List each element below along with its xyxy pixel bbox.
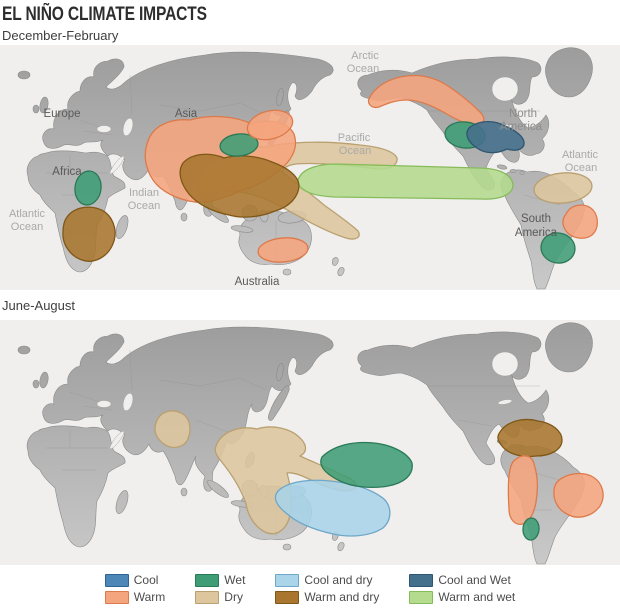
label-atlantic-east-2: Ocean bbox=[565, 162, 597, 174]
region-equatorial-pacific-warm-wet bbox=[296, 163, 514, 200]
period-label-jja: June-August bbox=[2, 298, 75, 313]
legend-label-cool-wet: Cool and Wet bbox=[438, 573, 511, 587]
period-band: June-August bbox=[0, 290, 620, 320]
legend-item-cool: Cool bbox=[104, 573, 166, 587]
region-andes-west-coast-warm bbox=[507, 455, 538, 525]
region-southern-australia-warm bbox=[257, 237, 309, 263]
period-label-djf: December-February bbox=[2, 28, 119, 43]
legend-item-warm-dry: Warm and dry bbox=[275, 590, 379, 604]
region-southeast-brazil-warm bbox=[562, 204, 599, 239]
region-uruguay-argentina-wet bbox=[540, 232, 576, 264]
label-europe: Europe bbox=[43, 108, 80, 120]
region-central-pacific-wet bbox=[320, 441, 413, 488]
label-pacific-ocean-1: Pacific bbox=[338, 132, 371, 144]
dry-swatch bbox=[195, 590, 220, 604]
label-pacific-ocean-2: Ocean bbox=[339, 145, 371, 157]
label-atlantic-east-1: Atlantic bbox=[562, 149, 599, 161]
cool-swatch bbox=[104, 573, 129, 587]
cool-wet-swatch bbox=[409, 573, 434, 587]
page-title: EL NIÑO CLIMATE IMPACTS bbox=[2, 4, 207, 25]
label-asia: Asia bbox=[175, 108, 198, 120]
label-south-america-2: America bbox=[515, 227, 558, 239]
warm-swatch bbox=[104, 590, 129, 604]
legend-item-cool-dry: Cool and dry bbox=[275, 573, 379, 587]
map-june-august bbox=[0, 320, 620, 565]
wet-swatch bbox=[195, 573, 220, 587]
legend-item-dry: Dry bbox=[195, 590, 245, 604]
region-southwest-pacific-cool-dry bbox=[274, 479, 391, 537]
legend-label-cool: Cool bbox=[133, 573, 159, 587]
region-east-africa-wet bbox=[74, 170, 102, 206]
region-maritime-continent-warm-dry bbox=[179, 153, 300, 218]
label-north-america-1: North bbox=[509, 108, 537, 120]
legend-label-dry: Dry bbox=[224, 590, 243, 604]
impact-regions-djf bbox=[62, 74, 599, 264]
warm-wet-swatch bbox=[409, 590, 434, 604]
legend-item-warm-wet: Warm and wet bbox=[409, 590, 515, 604]
region-caribbean-north-south-america-warm-dry bbox=[497, 418, 563, 458]
legend-label-warm-wet: Warm and wet bbox=[438, 590, 516, 604]
legend-item-wet: Wet bbox=[195, 573, 245, 587]
map-december-february: Europe Asia Africa Australia South Ameri… bbox=[0, 45, 620, 290]
label-indian-ocean-1: Indian bbox=[129, 187, 159, 199]
label-australia: Australia bbox=[235, 276, 280, 288]
impact-regions-jja bbox=[154, 410, 604, 541]
label-atlantic-west-1: Atlantic bbox=[9, 208, 46, 220]
label-south-america-1: South bbox=[521, 213, 551, 225]
legend-item-cool-wet: Cool and Wet bbox=[409, 573, 515, 587]
region-northern-south-america-dry bbox=[533, 172, 593, 204]
page-header: EL NIÑO CLIMATE IMPACTS December-Februar… bbox=[0, 0, 620, 45]
label-africa: Africa bbox=[52, 166, 82, 178]
legend-label-warm-dry: Warm and dry bbox=[304, 590, 380, 604]
cool-dry-swatch bbox=[275, 573, 300, 587]
label-north-america-2: America bbox=[500, 121, 543, 133]
region-japan-korea-warm bbox=[246, 109, 294, 141]
legend-label-wet: Wet bbox=[224, 573, 246, 587]
region-southern-china-wet bbox=[219, 133, 259, 157]
label-indian-ocean-2: Ocean bbox=[128, 200, 160, 212]
region-southeast-us-cool-wet bbox=[466, 120, 525, 154]
warm-dry-swatch bbox=[275, 590, 300, 604]
legend: Cool Wet Cool and dry Cool and Wet Warm … bbox=[0, 565, 620, 613]
region-india-dry bbox=[154, 410, 191, 449]
map-labels-djf: Europe Asia Africa Australia South Ameri… bbox=[9, 50, 599, 288]
region-southern-africa-warm-dry bbox=[62, 206, 116, 262]
region-central-chile-wet bbox=[522, 517, 540, 541]
label-atlantic-west-2: Ocean bbox=[11, 221, 43, 233]
legend-label-warm: Warm bbox=[133, 590, 166, 604]
legend-label-cool-dry: Cool and dry bbox=[304, 573, 373, 587]
region-east-brazil-warm bbox=[553, 472, 604, 518]
label-arctic-ocean-2: Ocean bbox=[347, 63, 379, 75]
label-arctic-ocean-1: Arctic bbox=[351, 50, 379, 62]
legend-item-warm: Warm bbox=[104, 590, 166, 604]
